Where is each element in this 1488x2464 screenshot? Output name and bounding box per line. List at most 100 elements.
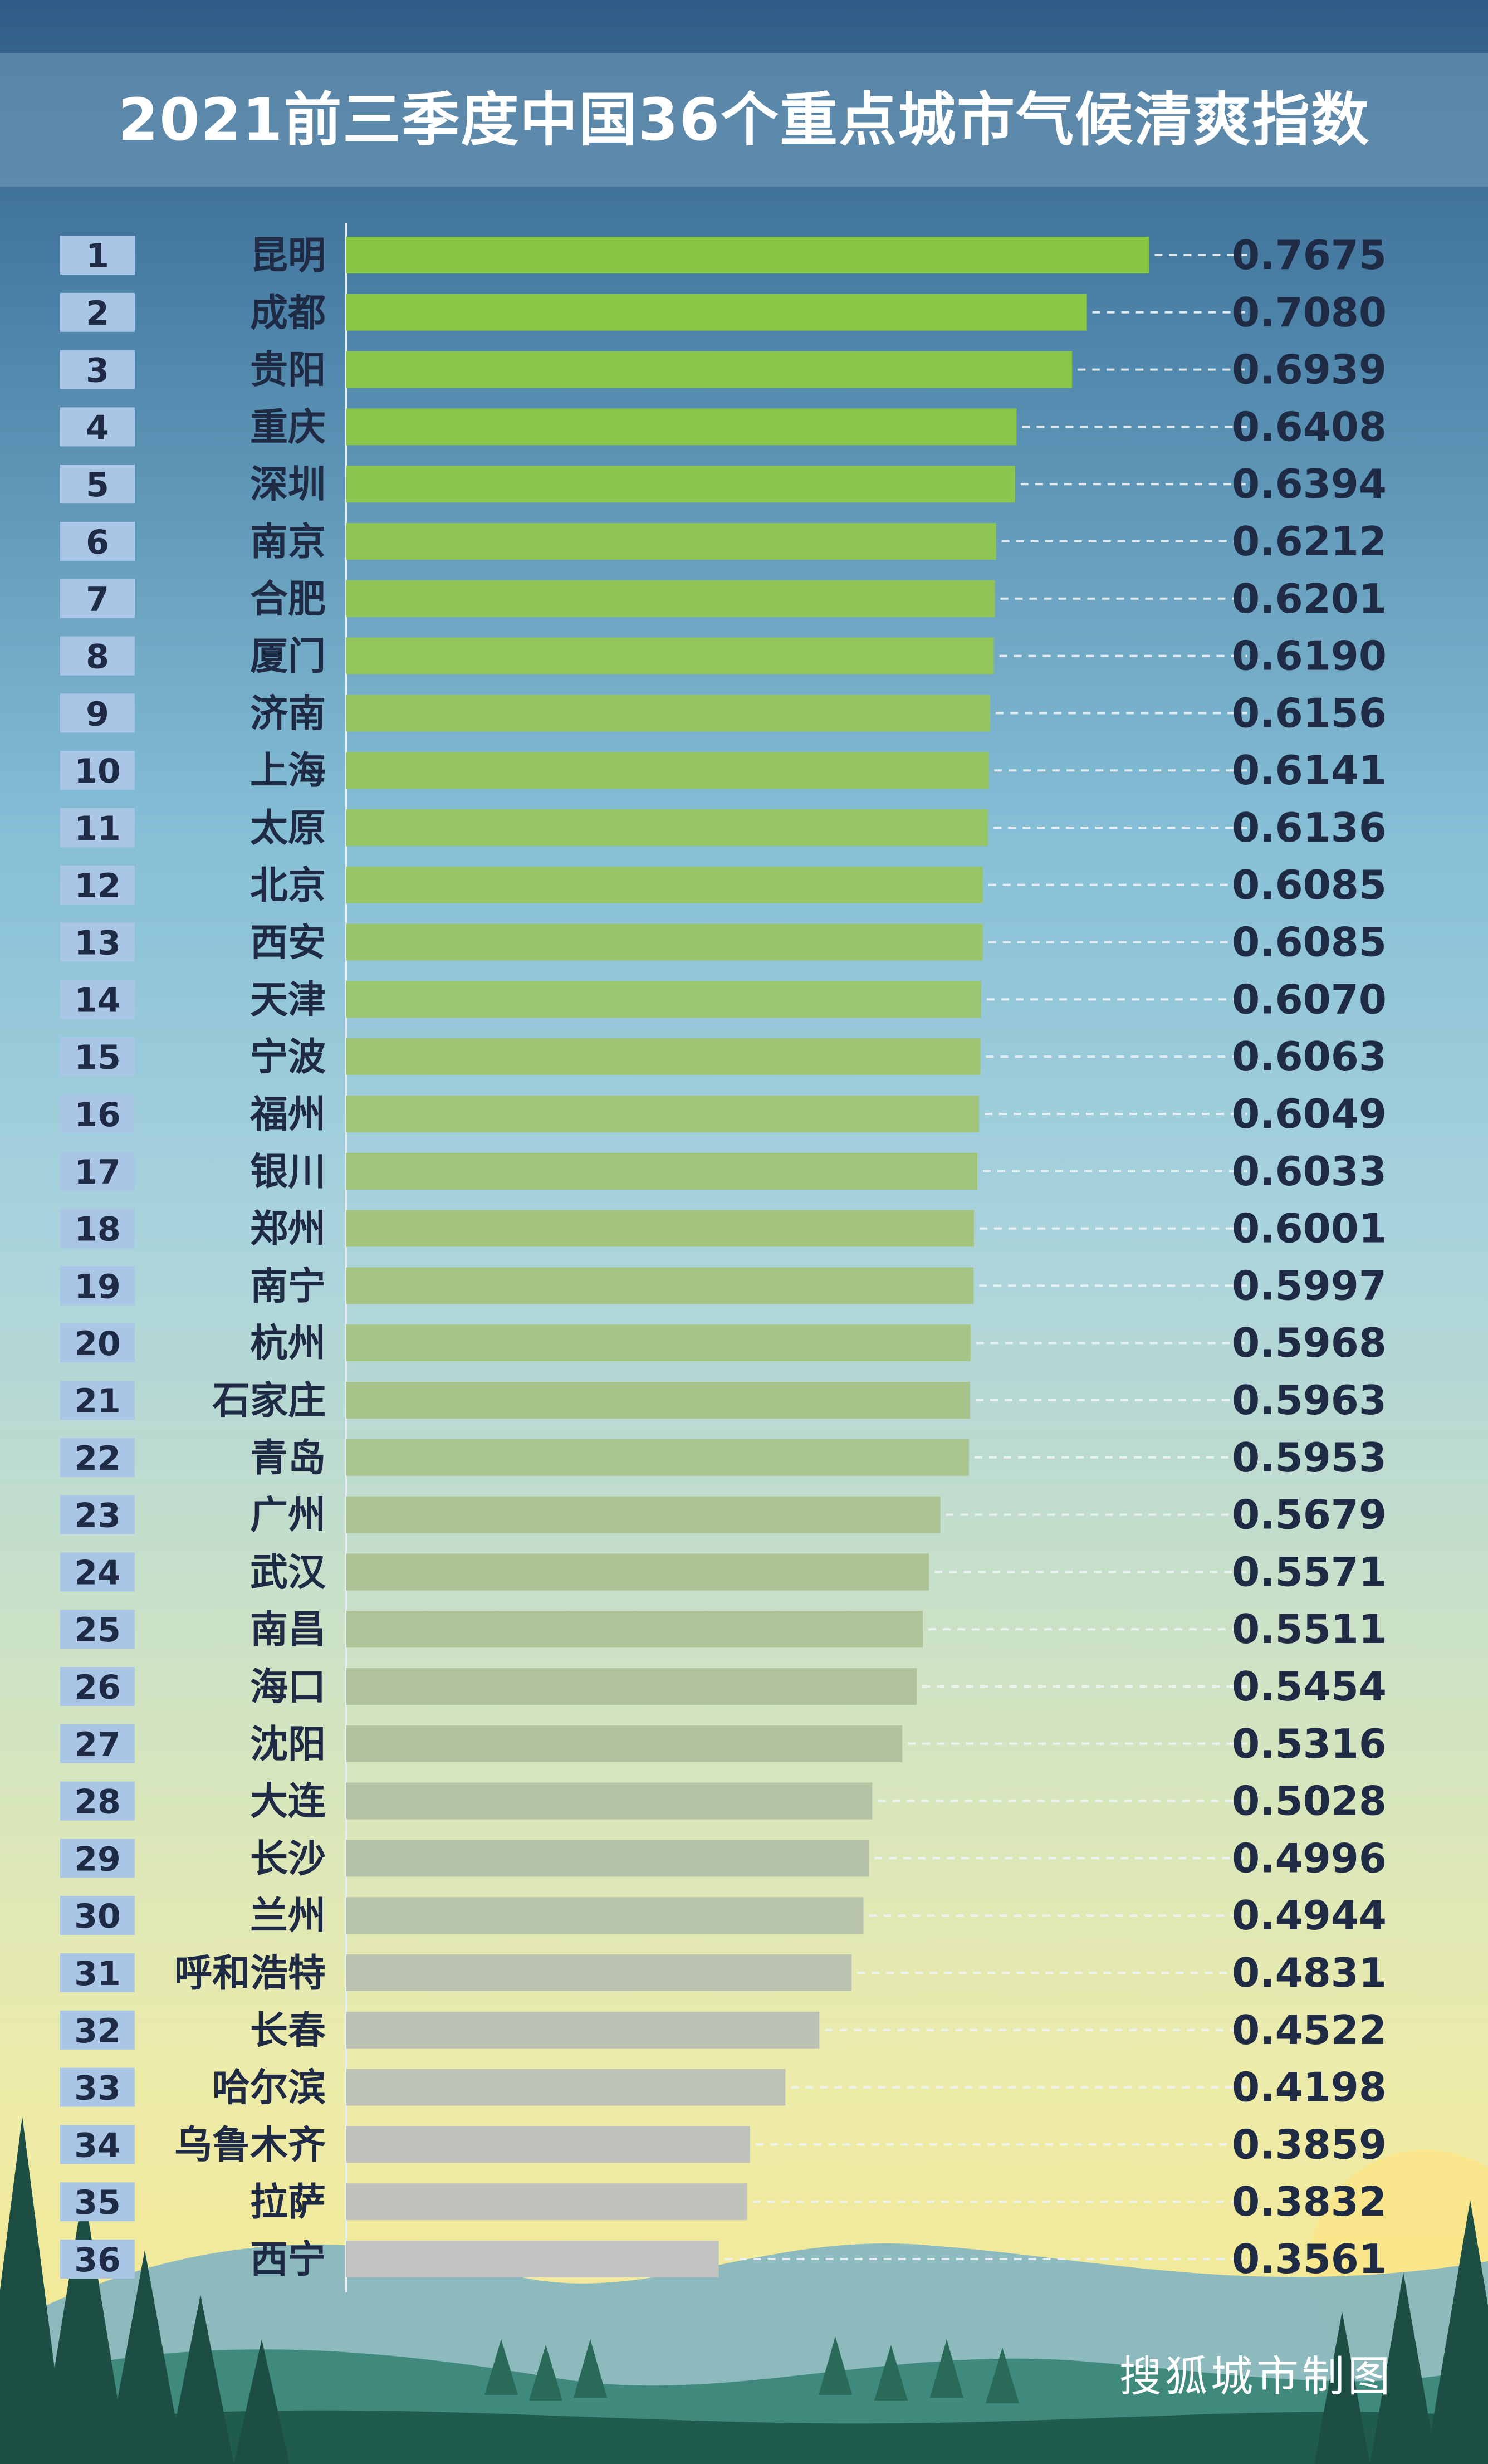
rank-label: 4 bbox=[86, 408, 109, 447]
city-label: 宁波 bbox=[250, 1035, 326, 1079]
bar bbox=[346, 809, 988, 846]
bar bbox=[346, 1382, 970, 1419]
city-label: 北京 bbox=[250, 864, 326, 908]
bar bbox=[346, 1324, 971, 1362]
rank-box bbox=[60, 1953, 135, 1992]
rank-box bbox=[60, 1839, 135, 1878]
value-label: 0.5454 bbox=[1232, 1663, 1387, 1710]
bar bbox=[346, 1553, 929, 1591]
city-label: 太原 bbox=[250, 806, 326, 850]
bar bbox=[346, 1038, 981, 1075]
rank-box bbox=[60, 1209, 135, 1248]
rank-label: 34 bbox=[74, 2126, 121, 2165]
rank-label: 26 bbox=[74, 1668, 121, 1707]
bar bbox=[346, 2126, 750, 2163]
value-label: 0.3832 bbox=[1232, 2178, 1387, 2225]
near-hills bbox=[0, 2410, 1488, 2464]
bar bbox=[346, 752, 989, 789]
rank-label: 35 bbox=[74, 2183, 121, 2222]
value-label: 0.6136 bbox=[1232, 804, 1387, 851]
bar bbox=[346, 1668, 917, 1705]
rank-label: 32 bbox=[74, 2012, 121, 2051]
rank-box bbox=[60, 808, 135, 847]
bar bbox=[346, 1267, 974, 1304]
city-label: 青岛 bbox=[250, 1436, 326, 1480]
bar bbox=[346, 866, 983, 903]
value-label: 0.4944 bbox=[1232, 1892, 1387, 1939]
rank-box bbox=[60, 1610, 135, 1649]
rank-box bbox=[60, 350, 135, 389]
title-bar: 2021前三季度中国36个重点城市气候清爽指数 bbox=[0, 53, 1488, 187]
bar bbox=[346, 923, 983, 961]
value-label: 0.6141 bbox=[1232, 747, 1387, 794]
bar bbox=[346, 580, 995, 617]
rank-box bbox=[60, 2010, 135, 2050]
rank-box bbox=[60, 1037, 135, 1077]
rank-label: 20 bbox=[74, 1324, 121, 1363]
rank-box bbox=[60, 636, 135, 676]
rank-label: 14 bbox=[74, 981, 121, 1020]
rank-label: 29 bbox=[74, 1840, 121, 1879]
rank-box bbox=[60, 1323, 135, 1363]
city-label: 深圳 bbox=[250, 463, 326, 507]
chart-title: 2021前三季度中国36个重点城市气候清爽指数 bbox=[118, 86, 1370, 154]
rank-box bbox=[60, 522, 135, 561]
city-label: 呼和浩特 bbox=[174, 1952, 326, 1996]
rank-box bbox=[60, 292, 135, 332]
right-trees bbox=[1314, 2200, 1488, 2464]
city-label: 贵阳 bbox=[250, 349, 326, 393]
value-label: 0.7675 bbox=[1232, 232, 1387, 278]
city-label: 乌鲁木齐 bbox=[174, 2123, 326, 2167]
rank-label: 15 bbox=[74, 1038, 121, 1077]
city-label: 杭州 bbox=[250, 1322, 326, 1366]
rank-box bbox=[60, 1724, 135, 1763]
rank-box bbox=[60, 1495, 135, 1534]
bar bbox=[346, 637, 994, 674]
rank-box bbox=[60, 1438, 135, 1477]
rank-box bbox=[60, 751, 135, 790]
value-label: 0.3859 bbox=[1232, 2121, 1387, 2168]
bar bbox=[346, 2241, 719, 2277]
rank-label: 16 bbox=[74, 1096, 121, 1135]
credit-text: 搜狐城市制图 bbox=[1119, 2351, 1393, 2401]
value-label: 0.3561 bbox=[1232, 2236, 1387, 2282]
rank-box bbox=[60, 1266, 135, 1306]
bar bbox=[346, 523, 996, 560]
value-label: 0.5968 bbox=[1232, 1319, 1387, 1366]
rank-label: 13 bbox=[74, 924, 121, 963]
rank-label: 6 bbox=[86, 523, 109, 562]
value-label: 0.5316 bbox=[1232, 1720, 1387, 1767]
rank-label: 18 bbox=[74, 1210, 121, 1249]
value-label: 0.5028 bbox=[1232, 1778, 1387, 1825]
value-label: 0.6085 bbox=[1232, 862, 1387, 908]
bar bbox=[346, 1840, 869, 1877]
city-label: 成都 bbox=[250, 291, 326, 335]
rank-label: 28 bbox=[74, 1783, 121, 1822]
city-label: 西安 bbox=[250, 921, 326, 965]
value-label: 0.4522 bbox=[1232, 2007, 1387, 2054]
city-label: 天津 bbox=[250, 978, 326, 1022]
rank-box bbox=[60, 1781, 135, 1821]
rank-label: 7 bbox=[86, 580, 109, 619]
value-label: 0.6070 bbox=[1232, 976, 1387, 1023]
city-label: 石家庄 bbox=[212, 1379, 326, 1423]
city-label: 西宁 bbox=[250, 2238, 326, 2282]
rank-label: 8 bbox=[86, 638, 109, 677]
bar bbox=[346, 1954, 852, 1991]
bar bbox=[346, 695, 991, 732]
rank-label: 31 bbox=[74, 1954, 121, 1993]
bar bbox=[346, 1782, 873, 1820]
bar bbox=[346, 1152, 977, 1190]
bar bbox=[346, 408, 1017, 446]
rank-label: 1 bbox=[86, 237, 109, 276]
value-label: 0.6085 bbox=[1232, 919, 1387, 966]
bar bbox=[346, 1439, 969, 1476]
rank-box bbox=[60, 1667, 135, 1706]
value-label: 0.5997 bbox=[1232, 1262, 1387, 1309]
city-label: 长沙 bbox=[250, 1837, 326, 1881]
rank-label: 19 bbox=[74, 1267, 121, 1306]
rank-box bbox=[60, 2067, 135, 2107]
rank-label: 23 bbox=[74, 1497, 121, 1536]
rank-box bbox=[60, 236, 135, 275]
